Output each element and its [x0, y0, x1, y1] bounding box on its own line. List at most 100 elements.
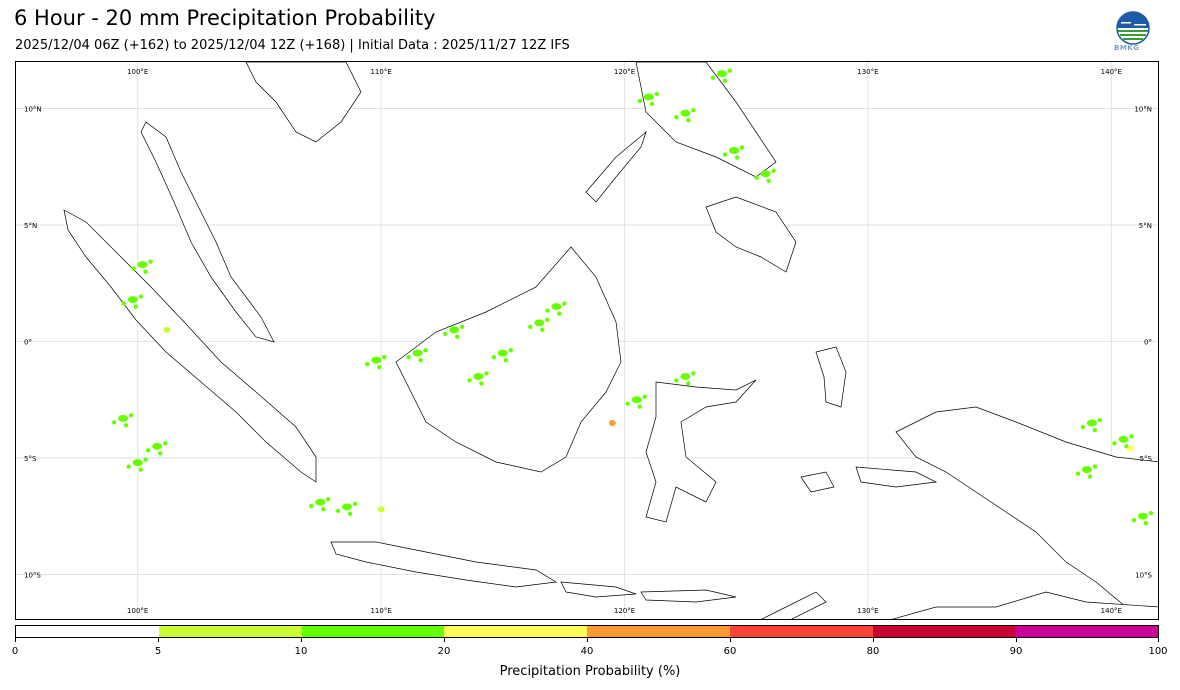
precip-dot	[111, 420, 117, 425]
precip-area-high	[1127, 445, 1135, 452]
precip-dot	[691, 108, 696, 113]
precip-dot	[508, 347, 514, 353]
precip-dot	[1131, 517, 1137, 523]
lat-label-right: 5°N	[1139, 222, 1152, 230]
precip-dot	[540, 327, 545, 333]
precip-area-mid	[132, 459, 143, 467]
precip-dot	[1075, 471, 1081, 476]
colorbar-tick	[873, 638, 874, 642]
colorbar-tick	[15, 638, 16, 642]
precip-area-mid	[449, 326, 460, 334]
precip-dot	[131, 266, 136, 271]
bmkg-logo	[1116, 11, 1150, 45]
precip-dot	[126, 464, 131, 469]
island-buru	[800, 471, 835, 493]
colorbar-tick-label: 0	[11, 646, 19, 657]
precip-dot	[123, 423, 129, 428]
precip-dot	[145, 448, 151, 453]
precip-dot	[143, 457, 148, 462]
island-timor	[761, 591, 827, 619]
precip-dot	[739, 145, 745, 150]
precip-area-mid	[631, 396, 642, 404]
lat-label-left: 10°N	[24, 106, 42, 114]
coastlines	[63, 62, 1158, 619]
precip-area-mid	[342, 503, 353, 511]
chart-title: 6 Hour - 20 mm Precipitation Probability	[14, 6, 436, 30]
precip-dot	[686, 381, 691, 386]
precip-area-mid	[497, 349, 508, 357]
colorbar-ticks: 0 5 10 20 40 60 80 90 100	[11, 638, 1168, 658]
precip-dot	[406, 354, 411, 360]
lat-label-right: 5°S	[1140, 455, 1153, 463]
precip-dot	[157, 451, 163, 456]
precip-dot	[1092, 427, 1098, 433]
colorbar-segment	[16, 626, 159, 637]
precip-dot	[491, 354, 497, 360]
precip-dot	[442, 331, 448, 337]
precip-dot	[1143, 520, 1149, 526]
precip-area-low	[163, 326, 171, 333]
axis-labels: 100°E 100°E 110°E 110°E 120°E 120°E 130°E 130°E…	[24, 68, 1153, 615]
precip-area-mid	[760, 170, 771, 178]
precip-dot	[467, 378, 472, 383]
colorbar-tick	[1016, 638, 1017, 642]
precip-dot	[691, 371, 696, 376]
precip-area-mid	[1081, 466, 1092, 474]
precip-dot	[162, 441, 168, 446]
precip-dot	[352, 501, 358, 507]
colorbar-tick-label: 80	[866, 646, 880, 657]
precip-area-mid	[680, 109, 691, 117]
precip-area-mid	[1137, 512, 1148, 520]
island-java	[330, 541, 558, 588]
precip-dot	[1148, 510, 1154, 516]
colorbar-segment	[444, 626, 587, 637]
precip-dot	[637, 98, 643, 104]
landmass-australia	[891, 591, 1158, 619]
lat-label-right: 10°S	[1135, 571, 1152, 579]
island-bali-lombok	[560, 581, 637, 598]
precip-area-higher	[608, 420, 616, 427]
colorbar-segment	[158, 626, 302, 637]
island-borneo	[395, 246, 622, 473]
colorbar-tick-label: 60	[723, 646, 737, 657]
lon-label-bottom: 130°E	[857, 607, 878, 615]
lat-label-right: 10°N	[1134, 106, 1152, 114]
precip-area-mid	[152, 442, 163, 450]
precip-dot	[133, 304, 139, 309]
precipitation-map: 100°E 100°E 110°E 110°E 120°E 120°E 130°E 130°E…	[16, 62, 1158, 619]
precip-dot	[454, 334, 460, 340]
precip-dot	[545, 317, 550, 323]
precip-area-mid	[716, 70, 727, 78]
lat-label-left: 5°S	[24, 455, 37, 463]
precip-dot	[1097, 417, 1103, 423]
precip-dot	[484, 371, 489, 376]
island-sulawesi	[645, 379, 757, 523]
precip-dot	[1087, 474, 1093, 479]
precip-dot	[649, 101, 655, 107]
map-panel: 100°E 100°E 110°E 110°E 120°E 120°E 130°E 130°E…	[15, 61, 1159, 620]
precip-dot	[503, 357, 509, 363]
precip-area-mid	[118, 414, 129, 422]
precip-dot	[459, 324, 465, 330]
precip-dot	[674, 115, 679, 120]
island-flores	[640, 589, 737, 603]
precip-dot	[121, 301, 127, 306]
chart-subtitle: 2025/12/04 06Z (+162) to 2025/12/04 12Z …	[15, 38, 570, 53]
bmkg-logo-text: BMKG	[1114, 44, 1140, 52]
lon-label-bottom: 140°E	[1101, 607, 1122, 615]
colorbar-tick	[587, 638, 588, 642]
precip-area-mid	[137, 261, 148, 269]
precip-dot	[1080, 424, 1086, 430]
precip-area-mid	[127, 296, 138, 304]
precip-dot	[143, 269, 148, 274]
lon-label-bottom: 120°E	[614, 607, 635, 615]
precip-dot	[625, 401, 630, 406]
precip-area-mid	[729, 147, 740, 155]
precip-dot	[418, 357, 423, 363]
island-malay-peninsula	[140, 121, 275, 343]
precip-dot	[557, 311, 562, 316]
lon-label-top: 100°E	[127, 68, 148, 76]
colorbar-tick-label: 90	[1009, 646, 1023, 657]
colorbar-tick	[301, 638, 302, 642]
precip-dot	[727, 68, 733, 73]
